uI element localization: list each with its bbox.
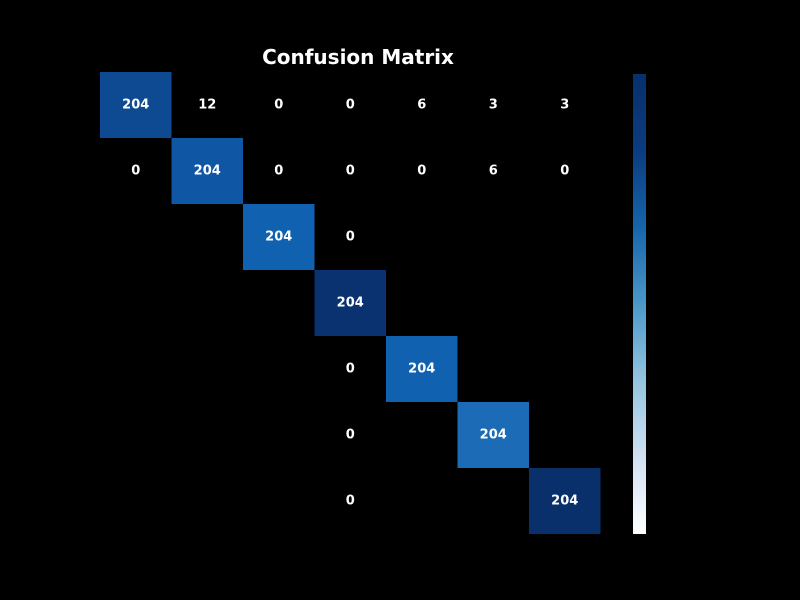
heatmap-cell-r1-c1 <box>171 138 243 204</box>
cell-label-r6-c3: 0 <box>346 494 355 509</box>
heatmap-cell-labels: 204 12 0 0 6 3 3 0 204 0 0 0 6 0 204 0 204 0 204 0 204 0 204 <box>122 98 578 509</box>
heatmap-cell-r2-c2 <box>243 204 315 270</box>
cell-label-r0-c6: 3 <box>560 98 569 113</box>
heatmap-cell-r5-c5 <box>457 402 529 468</box>
colorbar <box>633 74 646 534</box>
cell-label-r5-c5: 204 <box>480 428 507 443</box>
cell-label-r1-c2: 0 <box>274 164 283 179</box>
heatmap-cells <box>100 72 601 534</box>
cell-label-r2-c2: 204 <box>265 230 292 245</box>
cell-label-r0-c1: 12 <box>198 98 216 113</box>
cell-label-r0-c4: 6 <box>417 98 426 113</box>
cell-label-r1-c4: 0 <box>417 164 426 179</box>
cell-label-r5-c3: 0 <box>346 428 355 443</box>
cell-label-r1-c0: 0 <box>131 164 140 179</box>
heatmap-cell-r6-c6 <box>529 468 601 534</box>
cell-label-r1-c5: 6 <box>489 164 498 179</box>
cell-label-r0-c2: 0 <box>274 98 283 113</box>
heatmap-cell-r3-c3 <box>314 270 386 336</box>
cell-label-r1-c3: 0 <box>346 164 355 179</box>
cell-label-r3-c3: 204 <box>337 296 364 311</box>
cell-label-r4-c4: 204 <box>408 362 435 377</box>
cell-label-r0-c5: 3 <box>489 98 498 113</box>
cell-label-r2-c3: 0 <box>346 230 355 245</box>
cell-label-r0-c0: 204 <box>122 98 149 113</box>
heatmap-cell-r0-c0 <box>100 72 172 138</box>
cell-label-r6-c6: 204 <box>551 494 578 509</box>
cell-label-r0-c3: 0 <box>346 98 355 113</box>
chart-title: Confusion Matrix <box>262 45 454 69</box>
cell-label-r1-c6: 0 <box>560 164 569 179</box>
cell-label-r4-c3: 0 <box>346 362 355 377</box>
heatmap-cell-r4-c4 <box>386 336 458 402</box>
cell-label-r1-c1: 204 <box>194 164 221 179</box>
